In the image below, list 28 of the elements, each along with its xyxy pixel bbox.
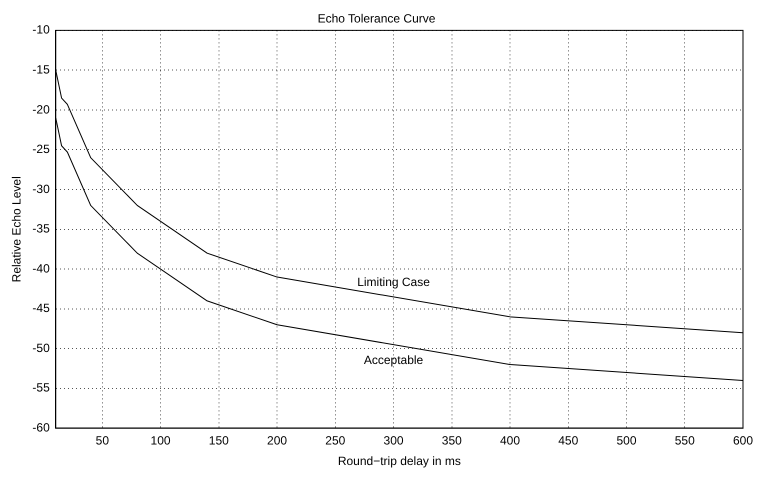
y-tick-label: -40 [32,261,50,276]
series-label: Acceptable [364,352,424,367]
y-tick-label: -55 [32,380,50,395]
y-tick-label: -30 [32,182,50,196]
x-tick-label: 100 [150,434,171,448]
y-axis-title: Relative Echo Level [10,176,24,282]
series-label: Limiting Case [357,275,430,290]
y-tick-label: -45 [32,301,50,316]
x-tick-label: 250 [325,434,346,448]
x-axis-title: Round−trip delay in ms [338,454,461,468]
y-tick-label: -35 [32,222,50,236]
x-tick-label: 200 [267,434,288,448]
y-tick-label: -20 [32,102,50,116]
y-tick-label: -50 [32,340,50,355]
x-tick-label: 300 [384,434,404,448]
x-tick-label: 150 [208,434,230,448]
x-tick-label: 450 [558,434,579,448]
chart-title: Echo Tolerance Curve [318,12,436,26]
x-tick-label: 550 [674,434,696,448]
x-tick-label: 50 [96,434,110,448]
x-tick-label: 400 [500,434,520,448]
y-tick-label: -10 [32,22,50,37]
x-tick-label: 600 [732,434,754,448]
y-tick-label: -60 [32,420,50,435]
y-tick-label: -15 [32,62,50,76]
x-tick-label: 500 [616,434,637,448]
y-tick-label: -25 [32,142,50,156]
x-tick-label: 350 [442,434,462,448]
